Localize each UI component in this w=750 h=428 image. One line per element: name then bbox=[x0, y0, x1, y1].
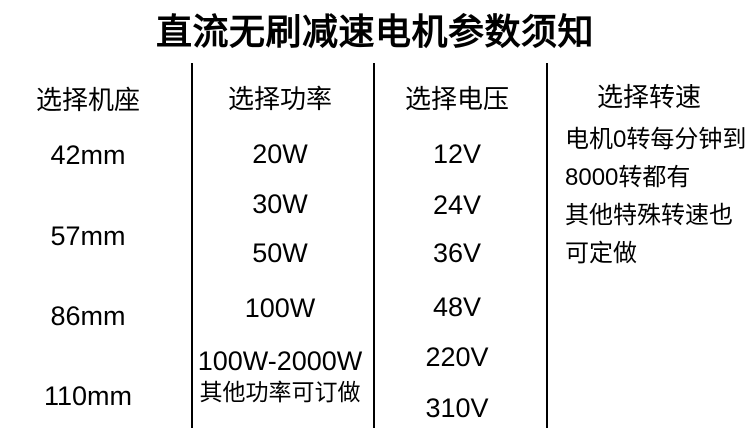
power-cell-custom-note: 其他功率可订做 bbox=[199, 379, 361, 405]
frame-cell-110mm: 110mm bbox=[43, 381, 133, 411]
speed-column-header: 选择转速 bbox=[596, 82, 701, 112]
voltage-cell-12v: 12V bbox=[432, 139, 482, 169]
frame-column-header: 选择机座 bbox=[35, 85, 140, 115]
power-cell-30w: 30W bbox=[252, 189, 308, 219]
speed-line-custom: 可定做 bbox=[565, 240, 637, 267]
voltage-column-header: 选择电压 bbox=[404, 84, 509, 114]
power-cell-range: 100W-2000W bbox=[197, 346, 363, 376]
speed-line-special: 其他特殊转速也 bbox=[565, 202, 733, 229]
speed-line-range-end: 8000转都有 bbox=[565, 164, 691, 191]
voltage-cell-310v: 310V bbox=[425, 393, 489, 423]
frame-cell-42mm: 42mm bbox=[50, 140, 126, 170]
column-divider-1 bbox=[191, 63, 193, 428]
voltage-cell-48v: 48V bbox=[432, 292, 482, 322]
voltage-cell-24v: 24V bbox=[432, 190, 482, 220]
column-divider-3 bbox=[546, 63, 548, 428]
power-cell-100w: 100W bbox=[244, 293, 316, 323]
page-title: 直流无刷减速电机参数须知 bbox=[155, 11, 594, 52]
voltage-cell-36v: 36V bbox=[432, 238, 482, 268]
power-column-header: 选择功率 bbox=[227, 84, 332, 114]
speed-description: 电机0转每分钟到 8000转都有 其他特殊转速也 可定做 bbox=[565, 121, 750, 273]
speed-line-range-start: 电机0转每分钟到 bbox=[565, 126, 747, 153]
frame-cell-57mm: 57mm bbox=[50, 221, 126, 251]
column-divider-2 bbox=[373, 63, 375, 428]
voltage-cell-220v: 220V bbox=[425, 342, 489, 372]
frame-cell-86mm: 86mm bbox=[50, 301, 126, 331]
power-cell-50w: 50W bbox=[252, 238, 308, 268]
power-cell-20w: 20W bbox=[252, 139, 308, 169]
